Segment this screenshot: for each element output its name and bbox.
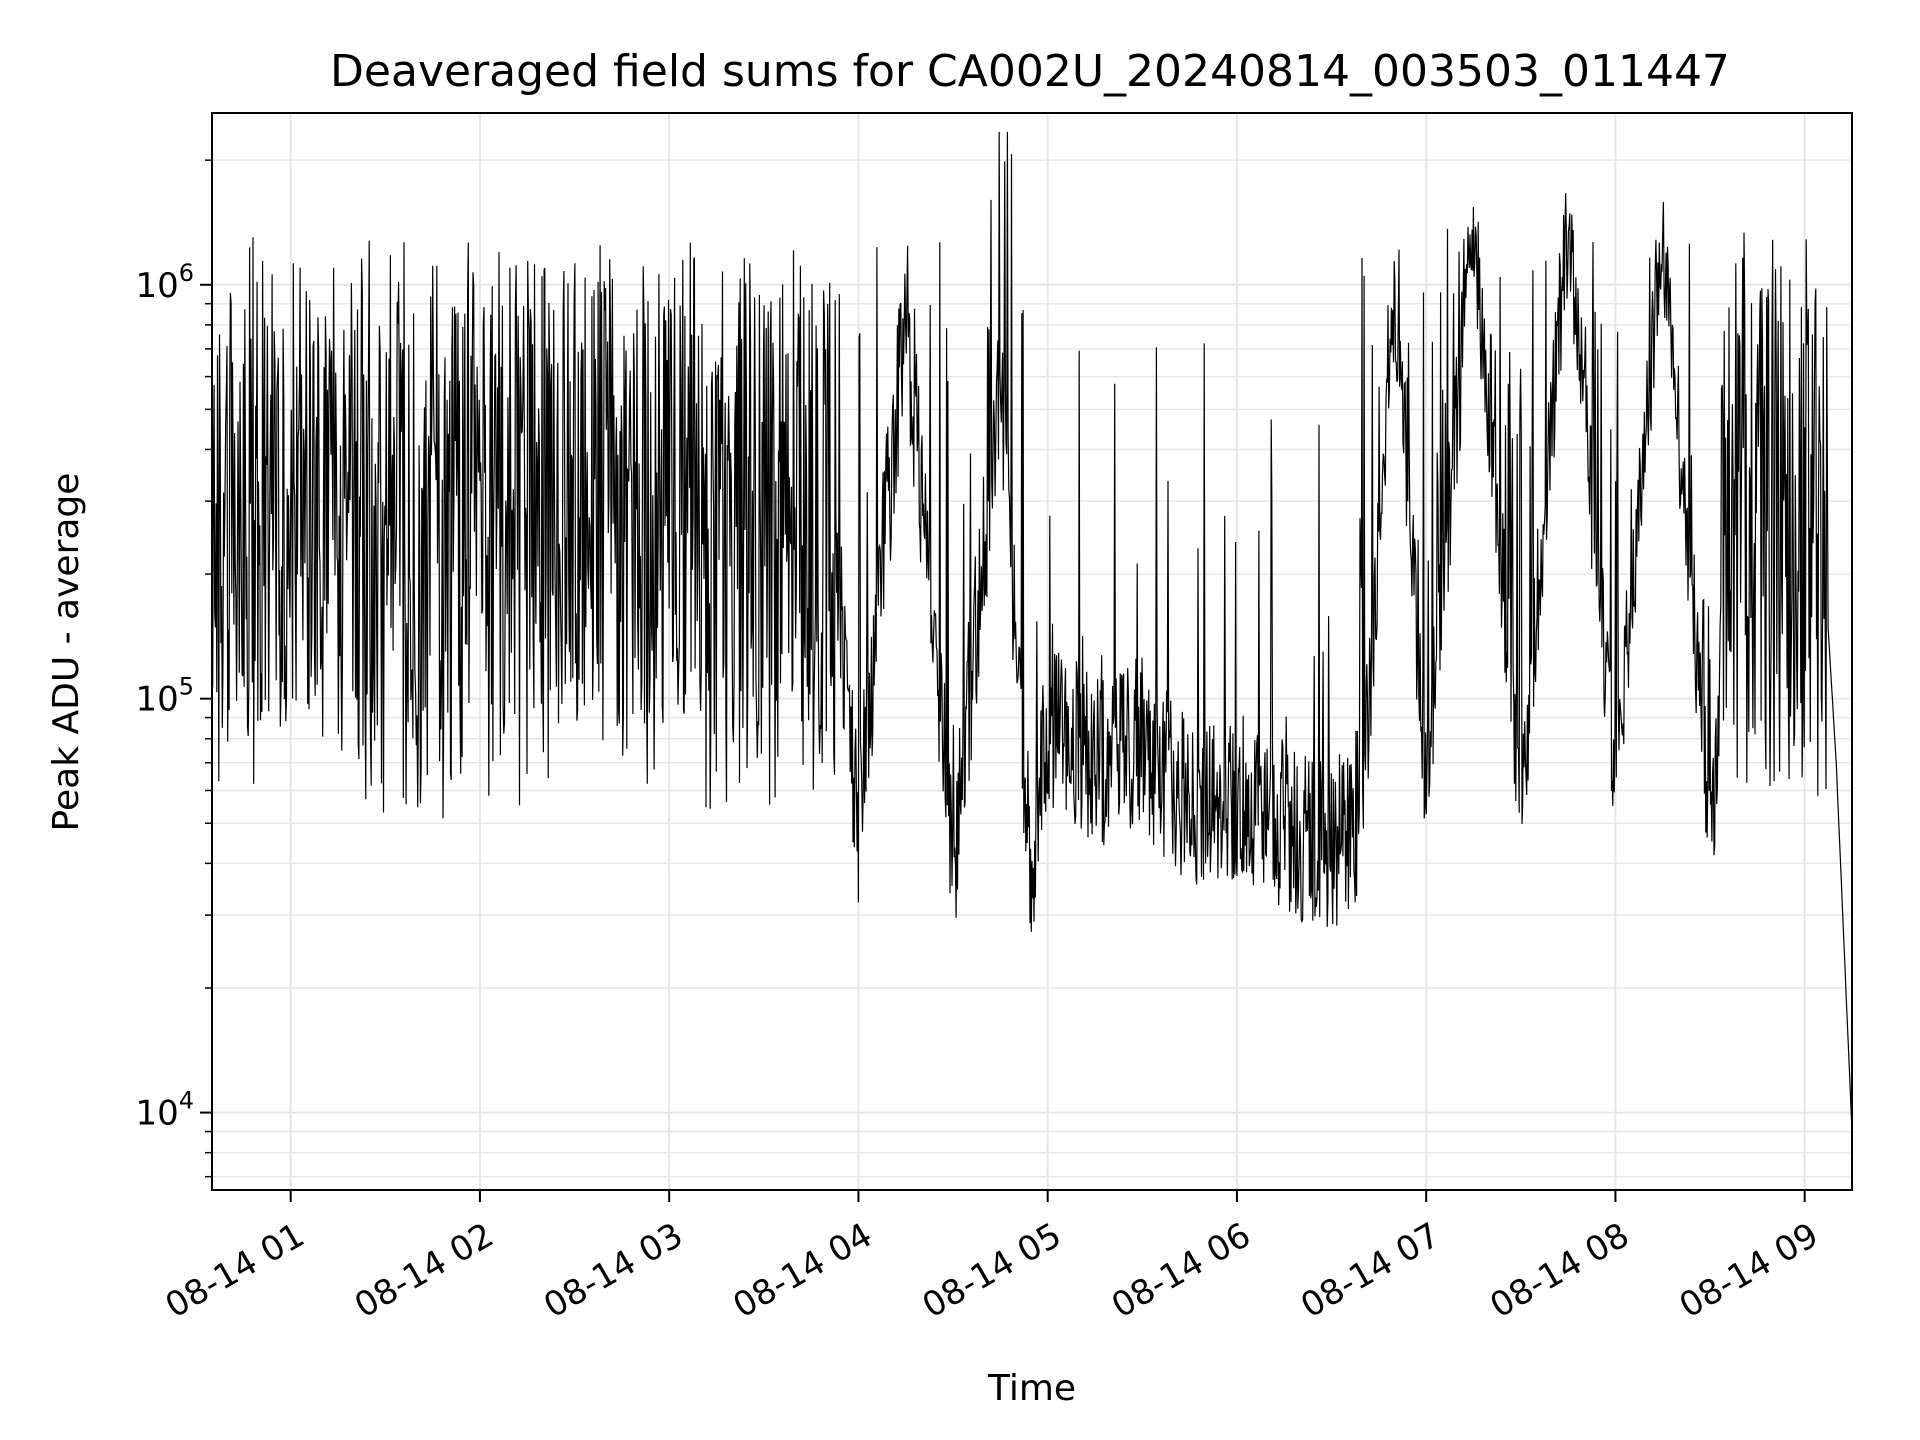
y-tick-label: 105	[135, 673, 194, 720]
x-tick-label: 08-14 09	[1673, 1215, 1825, 1326]
x-axis-label: Time	[987, 1368, 1076, 1409]
x-tick-label: 08-14 03	[537, 1215, 689, 1326]
data-series	[211, 131, 1853, 1132]
plot-frame	[211, 112, 1853, 1191]
x-tick-label: 08-14 02	[348, 1215, 500, 1326]
y-axis: 104 105 106	[135, 159, 212, 1178]
x-tick-label: 08-14 07	[1294, 1215, 1446, 1326]
x-axis: 08-14 01 08-14 02 08-14 03 08-14 04 08-14 05…	[159, 1190, 1825, 1326]
y-axis-label: Peak ADU - average	[46, 473, 87, 832]
y-tick-label: 104	[135, 1087, 194, 1134]
chart-title: Deaveraged field sums for CA002U_2024081…	[330, 46, 1730, 97]
y-tick-label: 106	[135, 259, 194, 306]
x-tick-label: 08-14 01	[159, 1215, 311, 1326]
x-tick-label: 08-14 08	[1484, 1215, 1636, 1326]
grid	[212, 113, 1852, 1190]
x-tick-label: 08-14 04	[727, 1215, 879, 1326]
x-tick-label: 08-14 05	[916, 1215, 1068, 1326]
series-line	[211, 131, 1853, 1132]
x-tick-label: 08-14 06	[1105, 1215, 1257, 1326]
